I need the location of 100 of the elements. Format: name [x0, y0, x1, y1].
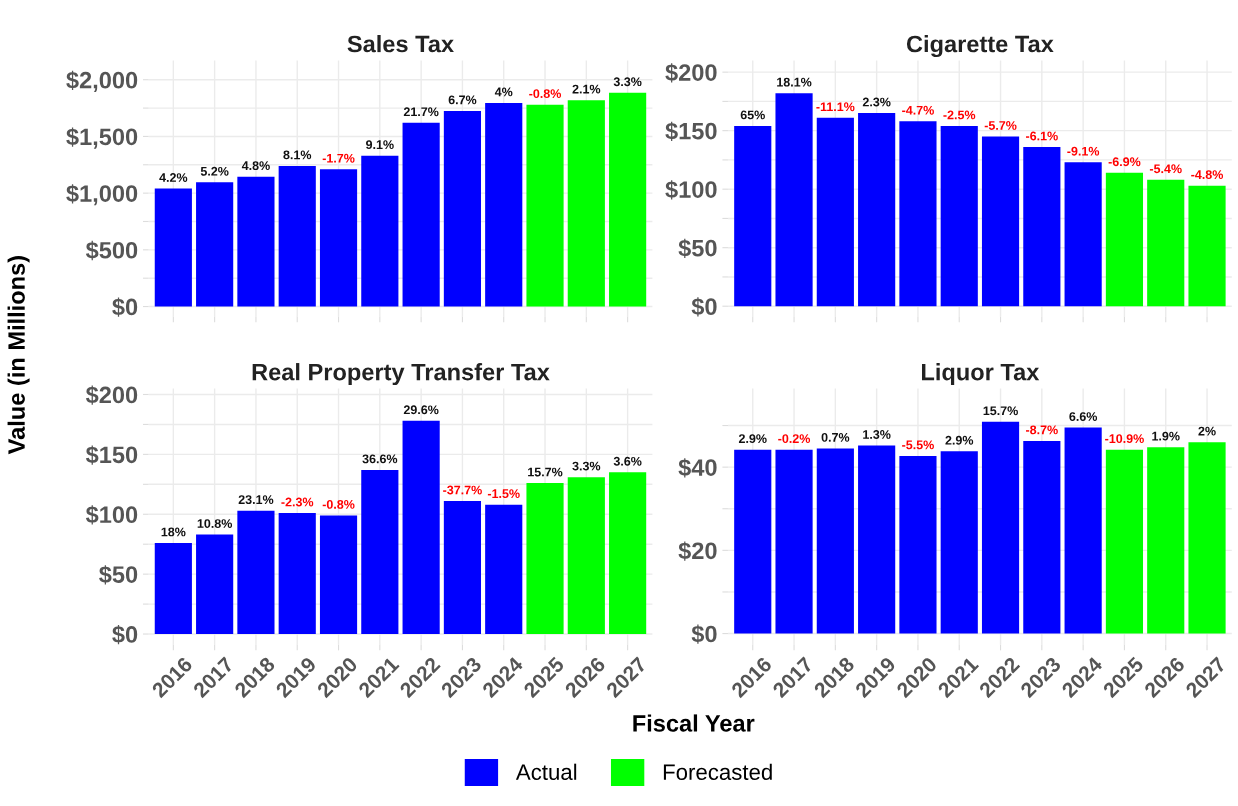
bar: [567, 100, 605, 307]
annotation: 65%: [740, 110, 765, 120]
annotation: 4.2%: [159, 173, 188, 182]
annotation: 4%: [494, 87, 513, 97]
annotation: 10.8%: [197, 519, 233, 528]
bar: [816, 117, 854, 307]
bar: [734, 449, 772, 634]
bar: [899, 455, 937, 634]
legend-label: Actual: [515, 763, 577, 780]
bar: [1023, 147, 1061, 307]
bar: [899, 121, 937, 307]
bar: [402, 420, 440, 635]
y-tick-label: $200: [85, 385, 138, 405]
bar: [319, 169, 358, 307]
annotation: -0.2%: [778, 434, 811, 444]
y-tick-label: $0: [691, 297, 717, 317]
annotation: 1.9%: [1152, 431, 1180, 441]
annotation: -4.8%: [1191, 170, 1224, 180]
bar: [775, 449, 813, 634]
bar: [816, 448, 854, 634]
annotation: -5.7%: [984, 121, 1017, 130]
annotation: -0.8%: [529, 89, 562, 99]
annotation: -2.3%: [281, 497, 314, 507]
annotation: -5.4%: [1149, 164, 1182, 174]
annotation: 2.3%: [862, 97, 891, 107]
chart-title: Sales Tax: [347, 35, 454, 53]
annotation: -6.1%: [1026, 131, 1058, 141]
annotation: 9.1%: [366, 140, 394, 150]
annotation: 29.6%: [403, 405, 439, 415]
legend-label: Forecasted: [663, 763, 772, 780]
annotation: -10.9%: [1105, 434, 1144, 444]
annotation: -4.7%: [902, 105, 934, 115]
annotation: 15.7%: [983, 406, 1018, 416]
annotation: 3.3%: [572, 461, 601, 471]
bar: [1188, 185, 1226, 307]
bar: [1105, 449, 1144, 634]
annotation: -6.9%: [1108, 157, 1141, 167]
bar: [485, 102, 523, 307]
y-tick-label: $40: [678, 458, 717, 478]
y-axis-title: Value (in Millions): [7, 256, 30, 455]
annotation: -9.1%: [1067, 146, 1100, 156]
bar: [609, 92, 647, 307]
y-tick-label: $50: [99, 565, 138, 585]
y-tick-label: $150: [665, 121, 717, 141]
bar: [734, 125, 772, 307]
bar: [402, 122, 440, 307]
annotation: 18%: [161, 527, 186, 537]
bar: [278, 513, 316, 635]
bar: [1023, 440, 1061, 634]
annotation: 23.1%: [238, 495, 274, 505]
bar: [940, 125, 978, 307]
bar: [1147, 179, 1185, 307]
annotation: 18.1%: [777, 77, 812, 87]
bar: [526, 483, 564, 635]
bar: [237, 510, 275, 635]
bar: [609, 472, 647, 635]
y-tick-label: $1,500: [66, 127, 138, 149]
annotation: 5.2%: [200, 166, 229, 176]
annotation: -8.7%: [1026, 425, 1058, 435]
bar: [361, 469, 399, 635]
bar: [443, 110, 482, 307]
bar: [567, 477, 605, 635]
bar: [154, 543, 192, 635]
annotation: 2.9%: [738, 434, 767, 444]
bar: [1188, 442, 1226, 634]
bar: [1064, 427, 1102, 634]
bar: [1147, 447, 1185, 634]
annotation: -1.5%: [487, 489, 520, 499]
annotation: 2.9%: [945, 435, 974, 445]
bar: [154, 188, 192, 307]
y-tick-label: $0: [112, 297, 138, 317]
bar: [981, 421, 1020, 634]
y-tick-label: $0: [112, 625, 138, 645]
bar: [443, 501, 482, 635]
bar: [1064, 162, 1102, 307]
annotation: 2%: [1198, 426, 1216, 436]
bar: [196, 182, 234, 307]
y-tick-label: $200: [665, 63, 717, 83]
bar: [319, 515, 358, 635]
annotation: 2.1%: [572, 84, 601, 94]
annotation: -1.7%: [322, 153, 355, 163]
annotation: 6.6%: [1069, 412, 1098, 421]
annotation: 15.7%: [528, 467, 563, 477]
y-tick-label: $100: [665, 180, 717, 200]
annotation: 0.7%: [821, 432, 850, 442]
annotation: -11.1%: [816, 102, 855, 112]
bar: [526, 104, 564, 307]
bar: [237, 176, 275, 307]
bar: [278, 165, 316, 307]
chart-title: Cigarette Tax: [906, 35, 1054, 58]
bar: [196, 534, 234, 635]
bar: [981, 136, 1020, 307]
y-tick-label: $0: [691, 624, 717, 644]
bar: [858, 113, 896, 307]
y-tick-label: $50: [678, 238, 717, 258]
annotation: 4.8%: [241, 161, 270, 171]
y-tick-label: $100: [85, 505, 138, 525]
x-axis-title: Fiscal Year: [633, 714, 755, 732]
annotation: 21.7%: [403, 107, 439, 117]
annotation: -37.7%: [443, 485, 482, 495]
